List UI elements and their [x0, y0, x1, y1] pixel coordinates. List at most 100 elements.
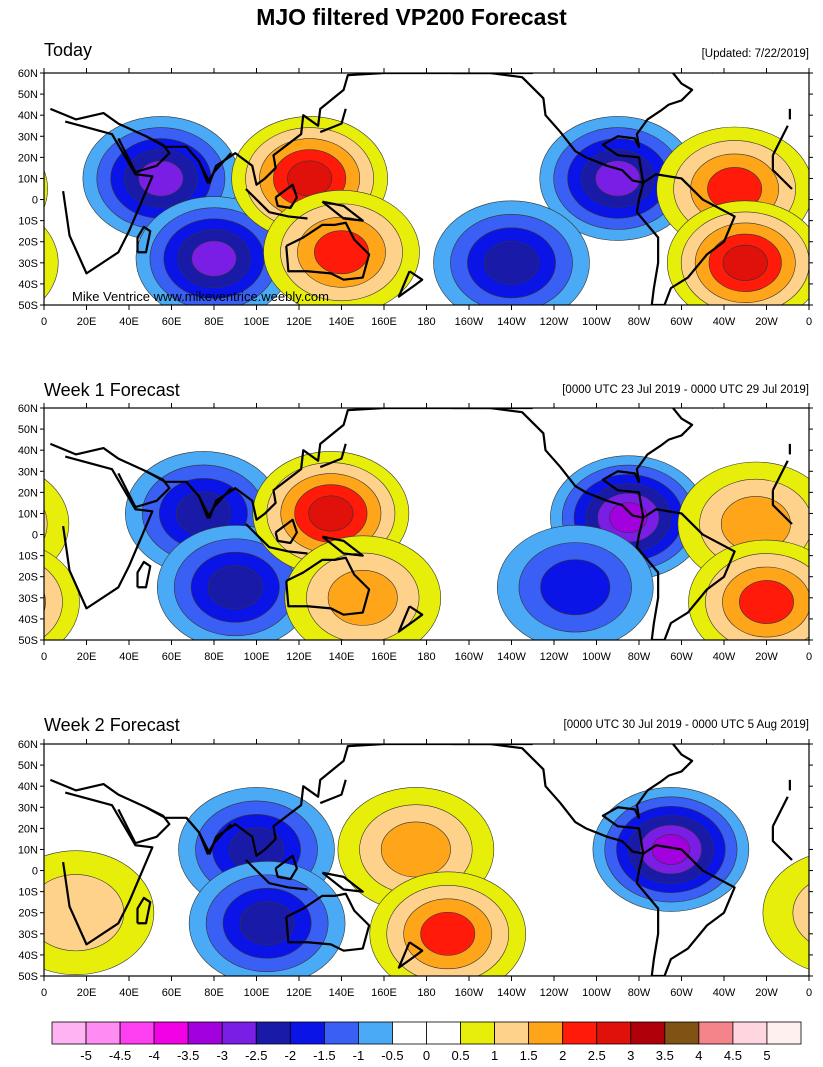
lon-tick-label: 20W [755, 316, 778, 328]
colorbar-label: -3 [216, 1048, 228, 1063]
lat-tick-label: 0 [32, 530, 38, 542]
coastline [321, 871, 364, 893]
colorbar-swatch [494, 1021, 530, 1045]
lon-tick-label: 80E [204, 316, 224, 328]
coastline [635, 508, 736, 640]
lon-tick-label: 80E [204, 651, 224, 663]
coastline [62, 791, 793, 946]
lat-tick-label: 10N [18, 844, 38, 856]
coastline [245, 859, 308, 891]
colorbar-label: 3.5 [656, 1048, 674, 1063]
coastline [185, 146, 232, 184]
coastline [62, 120, 793, 275]
coastline [711, 73, 735, 74]
colorbar-swatch [119, 1021, 155, 1045]
colorbar-swatch [323, 1021, 359, 1045]
coastline [285, 221, 371, 281]
lon-tick-label: 60W [670, 651, 693, 663]
coastline [285, 892, 371, 952]
colorbar-swatch [732, 1021, 768, 1045]
coastline [117, 806, 171, 845]
anomaly-contour [44, 226, 59, 299]
lat-tick-label: 30S [18, 258, 38, 270]
coastline [711, 744, 735, 745]
lon-tick-label: 160W [455, 651, 484, 663]
anomaly-contour [239, 901, 295, 946]
anomaly-contour [792, 883, 809, 942]
anomaly-contour [308, 495, 354, 532]
lon-tick-label: 120E [286, 987, 312, 999]
colorbar-label: -1.5 [313, 1048, 335, 1063]
lon-tick-label: 100E [244, 987, 270, 999]
anomaly-contour [191, 240, 237, 277]
coastline [274, 518, 298, 545]
lat-tick-label: 0 [32, 195, 38, 207]
anomaly-contour [380, 821, 451, 878]
coastline [185, 817, 232, 855]
lon-tick-label: 40E [119, 987, 139, 999]
lon-tick-label: 120W [540, 987, 569, 999]
colorbar-label: -4.5 [109, 1048, 131, 1063]
coastline [245, 523, 308, 555]
panel-subtitle-today: [Updated: 7/22/2019] [701, 48, 809, 60]
lon-tick-label: 60E [162, 987, 182, 999]
lon-tick-label: 100W [582, 987, 611, 999]
lon-tick-label: 20E [77, 651, 97, 663]
lon-tick-label: 0 [41, 987, 47, 999]
lat-tick-label: 0 [32, 866, 38, 878]
colorbar-label: 1.5 [520, 1048, 538, 1063]
colorbar-label: 2 [559, 1048, 566, 1063]
coastline [274, 183, 298, 210]
colorbar-swatch [460, 1021, 495, 1045]
lon-tick-label: 180 [417, 987, 435, 999]
colorbar-swatch [51, 1021, 87, 1045]
lon-tick-label: 0 [41, 316, 47, 328]
lat-tick-label: 30N [18, 802, 38, 814]
colorbar-label: 5 [763, 1048, 770, 1063]
lat-tick-label: 20N [18, 487, 38, 499]
anomaly-contour [540, 559, 611, 616]
colorbar-label: 0.5 [452, 1048, 470, 1063]
colorbar: -5 -4.5 -4 -3.5 -3 -2.5 -2 -1.5 -1 -0.5 0 0.5 1 1.5 2 2… [51, 1021, 802, 1063]
anomaly-contour [739, 580, 794, 624]
lon-tick-label: 120W [540, 651, 569, 663]
lon-tick-label: 140W [497, 316, 526, 328]
colorbar-label: 4.5 [724, 1048, 742, 1063]
lon-tick-label: 140E [329, 987, 355, 999]
coastline [136, 560, 152, 589]
lat-tick-label: 50S [18, 635, 38, 647]
lon-tick-label: 160E [371, 316, 397, 328]
lon-tick-label: 20E [77, 987, 97, 999]
lat-tick-label: 40S [18, 279, 38, 291]
coastline [285, 556, 371, 616]
coastline [136, 896, 152, 925]
lat-tick-label: 60N [18, 68, 38, 80]
lon-tick-label: 20W [755, 651, 778, 663]
colorbar-label: 4 [695, 1048, 702, 1063]
main-title: MJO filtered VP200 Forecast [256, 4, 567, 30]
lat-tick-label: 20S [18, 237, 38, 249]
lat-tick-label: 30N [18, 466, 38, 478]
coastline [711, 408, 735, 409]
lat-tick-label: 50N [18, 89, 38, 101]
lon-tick-label: 100W [582, 316, 611, 328]
lon-tick-label: 120E [286, 651, 312, 663]
coastline [397, 941, 424, 969]
lon-tick-label: 20W [755, 987, 778, 999]
credit-text: Mike Ventrice www.mikeventrice.weebly.co… [72, 289, 329, 304]
lat-tick-label: 40S [18, 950, 38, 962]
anomaly-contour [420, 911, 476, 956]
lat-tick-label: 40N [18, 445, 38, 457]
colorbar-swatch [255, 1021, 291, 1045]
anomaly-contour [207, 565, 263, 610]
anomaly-contour [0, 234, 16, 292]
colorbar-swatch [698, 1021, 734, 1045]
coastline [397, 270, 424, 298]
colorbar-swatch [562, 1021, 598, 1045]
colorbar-swatch [596, 1021, 632, 1045]
coastline [452, 408, 694, 519]
lat-tick-label: 50N [18, 760, 38, 772]
lat-tick-label: 20N [18, 152, 38, 164]
coastline [274, 854, 298, 881]
